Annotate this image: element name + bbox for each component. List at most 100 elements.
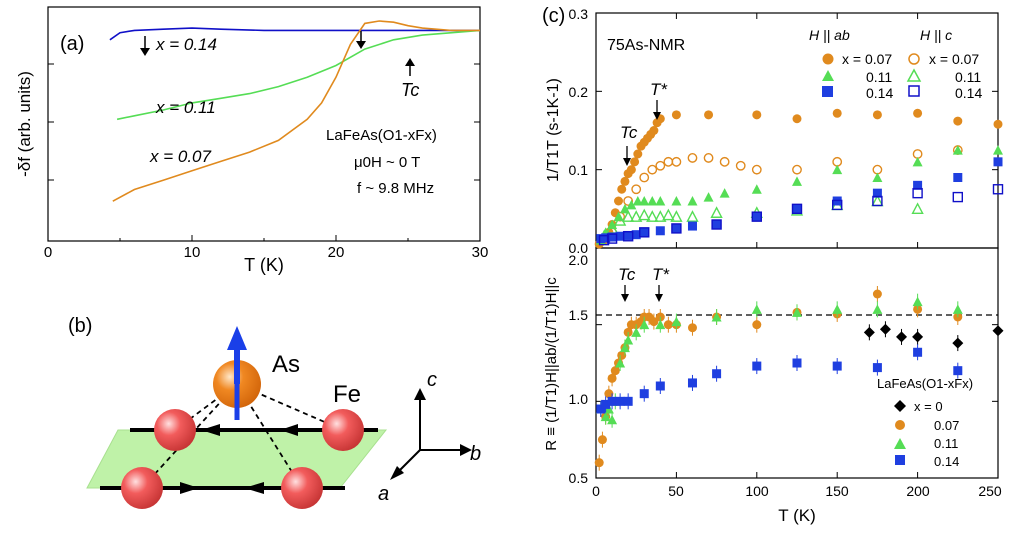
point-ab-x007 [993,119,1003,129]
point-r-x011 [872,304,883,314]
point-ab-x007 [704,110,714,120]
point-r-x014 [639,389,649,399]
panel-c-label: (c) [542,5,565,27]
axis-c-label: c [427,369,437,391]
bottom-tc-label: Tc [618,265,636,284]
point-r-x007 [687,323,697,333]
point-c-x014 [639,227,650,238]
point-ab-x011 [613,211,624,222]
curve-x007 [112,20,480,202]
panel-a-frame [47,6,481,242]
legend-ab-007: x = 0.07 [842,51,892,67]
panel-a-label: (a) [60,33,84,55]
point-ab-x007 [671,110,681,120]
point-r-x014 [872,363,882,373]
point-c-x011 [613,214,627,226]
point-ab-x007 [832,108,842,118]
point-ab-x011 [952,145,963,155]
legend-c-007: x = 0.07 [929,51,979,67]
point-c-x007 [735,160,746,171]
bottom-legend-x0: x = 0 [914,399,943,414]
point-r-x007 [752,320,762,330]
point-ab-x011 [912,156,923,167]
point-ab-x014 [655,226,665,236]
legend-marker-x007 [895,420,905,430]
legend-c-011: 0.11 [955,69,981,85]
point-c-x007 [663,156,674,167]
point-ab-x011 [626,199,637,210]
point-r-x014 [623,396,633,406]
point-r-x0 [912,331,924,343]
bottom-legend-x014: 0.14 [934,454,959,469]
point-c-x014 [751,211,762,222]
crystal-axes [390,388,472,480]
bottom-tstar-label: T* [652,265,670,284]
panel-a-xtick-10: 10 [184,244,201,261]
point-ab-x011 [751,184,762,194]
point-r-x011 [711,312,722,322]
legend-top-markers [822,53,922,97]
point-r-x007 [649,317,659,327]
legend-marker-c-007 [908,53,920,65]
legend-marker-x011 [894,438,906,449]
point-c-x007 [703,153,714,163]
point-ab-x007 [872,110,882,120]
point-r-x007 [663,320,673,330]
point-r-x011 [792,307,802,317]
panel-a-field: μ0H ~ 0 T [354,154,420,171]
point-r-x014 [607,396,617,406]
point-ab-x014 [687,221,697,231]
point-c-x011 [670,210,683,222]
point-ab-x014 [993,157,1003,167]
point-r-x007 [607,373,617,383]
point-c-x014 [952,191,963,203]
point-c-x011 [710,206,723,218]
as-spin-arrow [227,326,247,420]
panel-a-xtick-0: 0 [44,244,52,261]
point-c-x011 [911,202,924,215]
point-r-x011 [751,304,762,314]
point-c-x014 [872,195,883,207]
point-ab-x014 [639,227,649,237]
point-ab-x014 [631,230,641,240]
point-c-x007 [647,164,658,175]
legend-marker-ab-007 [822,53,834,65]
point-ab-x011 [872,172,883,182]
top-tc-label: Tc [620,123,638,142]
panel-a-ylabel: -δf (arb. units) [15,71,34,177]
fe-atom [322,409,364,451]
point-c-x011 [646,210,659,222]
panel-a-tc-label: Tc [401,80,419,100]
bottom-ytick-15: 1.5 [569,307,589,323]
point-ab-x014 [615,231,625,241]
spin-arrows [180,424,298,494]
bottom-tstar-arrow [655,285,663,302]
panel-c: (c) 75As-NMR H || ab H || c x = 0.07 0.1… [542,5,1004,525]
point-r-x011 [619,342,630,353]
legend-h-ab: H || ab [809,27,850,43]
point-r-x007 [872,289,882,299]
point-r-x011 [607,414,618,425]
point-ab-x007 [633,149,643,159]
bottom-tc-arrow [621,285,629,302]
point-ab-x007 [617,184,627,194]
fe-atom [121,467,163,509]
point-c-x014 [992,184,1004,195]
panel-c-xtick-200: 200 [906,483,930,499]
point-r-x011 [631,327,642,337]
point-c-x007 [751,164,762,175]
point-r-x014 [913,347,923,357]
point-ab-x011 [687,196,698,206]
bottom-ytick-10: 1.0 [569,391,589,407]
point-c-x007 [792,164,802,175]
panel-a-xlabel: T (K) [244,255,284,275]
point-ab-x014 [953,173,963,182]
point-c-x014 [832,199,843,211]
point-r-x014 [953,366,963,376]
point-ab-x011 [993,145,1003,155]
point-ab-x014 [792,204,802,214]
point-r-x011 [832,304,843,314]
panel-c-xtick-150: 150 [825,483,849,499]
point-r-x014 [687,378,697,388]
panel-a-freq: f ~ 9.8 MHz [357,180,434,197]
